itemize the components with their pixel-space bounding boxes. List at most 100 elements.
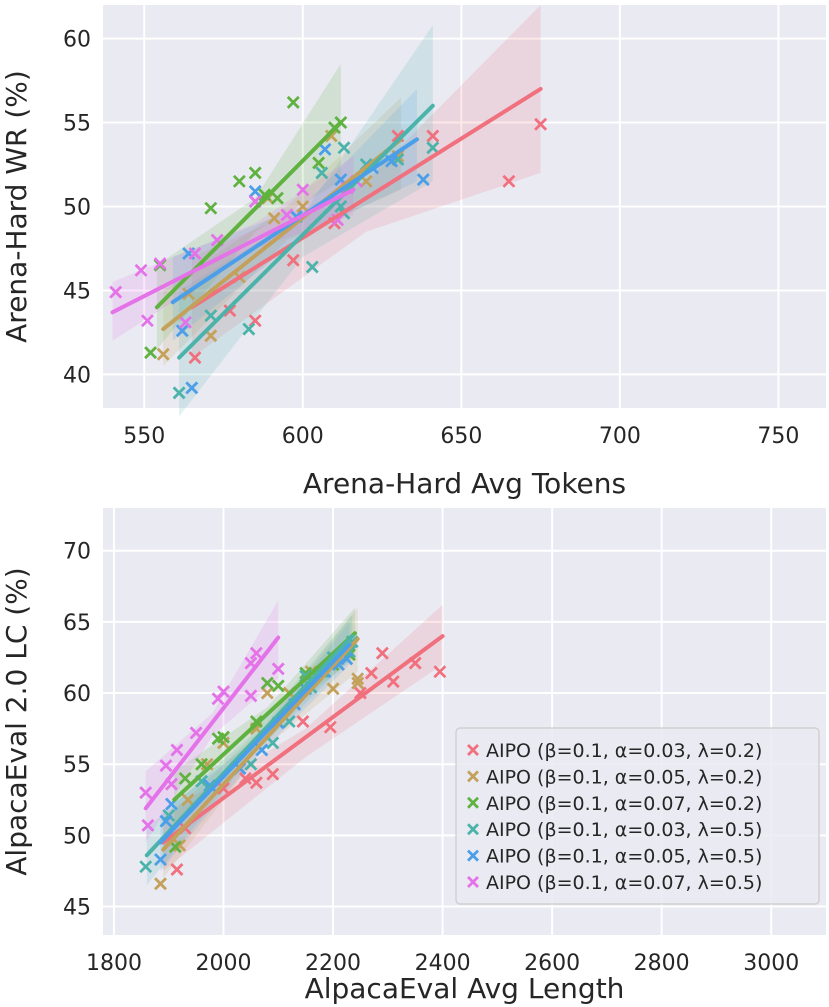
top-x-tick-label: 750: [757, 424, 799, 449]
top-scatter-point-0: [502, 174, 516, 188]
top-scatter-point-3: [305, 260, 319, 274]
bottom-y-tick-label: 70: [63, 540, 91, 565]
top-scatter-point-4: [185, 381, 199, 395]
top-y-tick-label: 50: [63, 196, 91, 221]
bottom-y-tick-label: 45: [63, 896, 91, 921]
top-scatter-point-3: [172, 386, 186, 400]
top-scatter-point-0: [188, 351, 202, 365]
top-scatter-point-4: [318, 142, 332, 156]
top-scatter-point-2: [312, 156, 326, 170]
top-scatter-point-2: [270, 191, 284, 205]
bottom-scatter-point-0: [217, 781, 230, 795]
top-scatter-point-4: [175, 324, 189, 338]
top-scatter-point-5: [109, 285, 123, 299]
legend-label-1: AIPO (β=0.1, α=0.05, λ=0.2): [486, 766, 762, 788]
legend-marker-3: [467, 823, 479, 836]
bottom-scatter-point-0: [266, 767, 280, 781]
bottom-regression-line-5: [143, 635, 281, 811]
top-y-tick-label: 60: [63, 28, 91, 53]
legend-label-5: AIPO (β=0.1, α=0.07, λ=0.5): [486, 872, 762, 894]
bottom-scatter-point-2: [271, 679, 285, 693]
top-scatter-point-3: [426, 141, 440, 155]
legend-label-0: AIPO (β=0.1, α=0.03, λ=0.2): [486, 740, 762, 762]
top-scatter-point-0: [248, 314, 262, 328]
top-scatter-point-5: [280, 208, 294, 222]
top-scatter-point-5: [134, 263, 148, 277]
bottom-scatter-point-1: [326, 682, 340, 696]
bottom-regression-line-4: [158, 642, 352, 845]
top-regression-line-5: [110, 187, 356, 315]
legend-label-4: AIPO (β=0.1, α=0.05, λ=0.5): [486, 846, 762, 868]
bottom-regression-line-1: [161, 636, 360, 852]
top-x-tick-label: 650: [440, 424, 482, 449]
bottom-scatter-point-2: [217, 730, 230, 744]
bottom-scatter-point-0: [170, 863, 184, 877]
top-regression-line-2: [154, 120, 343, 310]
bottom-scatter-point-5: [217, 685, 230, 699]
bottom-y-tick-label: 55: [63, 753, 91, 778]
top-scatter-point-5: [140, 314, 154, 328]
top-scatter-point-2: [286, 95, 300, 109]
top-y-axis-label: Arena-Hard WR (%): [0, 70, 33, 343]
top-scatter-point-3: [242, 322, 256, 336]
bottom-scatter-point-0: [249, 776, 263, 790]
bottom-x-axis-label: AlpacaEval Avg Length: [305, 972, 625, 1005]
top-scatter-point-3: [315, 166, 329, 180]
top-scatter-point-2: [248, 166, 262, 180]
bottom-scatter-point-0: [375, 646, 389, 660]
top-scatter-point-5: [296, 183, 310, 197]
legend-marker-2: [467, 796, 479, 809]
bottom-scatter-point-5: [170, 743, 184, 757]
top-scatter-point-1: [324, 129, 338, 143]
top-scatter-point-3: [204, 309, 218, 323]
top-scatter-point-2: [232, 174, 246, 188]
top-x-tick-label: 600: [282, 424, 324, 449]
bottom-scatter-point-4: [159, 814, 173, 828]
bottom-y-tick-label: 50: [63, 824, 91, 849]
bottom-scatter-point-0: [296, 715, 310, 728]
bottom-x-tick-label: 2000: [196, 951, 252, 976]
bottom-scatter-point-5: [159, 759, 173, 773]
top-x-tick-label: 700: [599, 424, 641, 449]
top-scatter-point-0: [223, 304, 237, 318]
top-scatter-point-1: [267, 211, 281, 225]
top-scatter-point-3: [337, 141, 351, 155]
bottom-x-tick-label: 2200: [305, 951, 361, 976]
bottom-y-axis-label: AlpacaEval 2.0 LC (%): [0, 567, 33, 875]
top-scatter-point-0: [534, 117, 548, 131]
bottom-x-tick-label: 2400: [415, 951, 471, 976]
bottom-regression-line-0: [161, 634, 445, 845]
bottom-scatter-point-2: [195, 757, 209, 771]
top-confidence-band-2: [156, 63, 341, 350]
legend-marker-0: [467, 744, 479, 756]
legend: [455, 727, 820, 905]
legend-marker-1: [467, 770, 479, 783]
top-x-axis-label: Arena-Hard Avg Tokens: [303, 467, 626, 500]
bottom-scatter-point-0: [364, 666, 378, 680]
bottom-scatter-point-1: [154, 877, 168, 891]
top-scatter-point-0: [426, 129, 440, 143]
top-scatter-point-2: [204, 201, 218, 215]
bottom-scatter-point-2: [178, 771, 192, 785]
legend-label-2: AIPO (β=0.1, α=0.07, λ=0.2): [486, 793, 762, 815]
bottom-x-tick-label: 3000: [743, 951, 799, 976]
top-scatter-point-5: [188, 247, 202, 261]
bottom-scatter-point-1: [181, 793, 195, 807]
bottom-scatter-point-5: [139, 786, 153, 800]
bottom-scatter-point-0: [353, 686, 367, 700]
bottom-scatter-point-2: [260, 676, 274, 690]
top-regression-line-3: [177, 103, 435, 360]
bottom-y-tick-label: 65: [63, 611, 91, 636]
arena-hard-chart: 550 600 650 700 750 40 45 50 55 60 Arena-Hard Avg …: [0, 5, 826, 500]
top-confidence-band-3: [179, 25, 433, 417]
bottom-x-tick-label: 1800: [86, 951, 142, 976]
bottom-x-tick-label: 2800: [634, 951, 690, 976]
top-scatter-point-4: [248, 184, 262, 198]
top-scatter-point-0: [286, 253, 300, 267]
top-scatter-point-2: [144, 346, 158, 360]
top-scatter-point-5: [178, 315, 192, 329]
bottom-regression-line-2: [172, 631, 357, 802]
top-regression-line-1: [161, 137, 404, 332]
top-confidence-band-5: [112, 156, 354, 341]
top-scatter-point-4: [416, 173, 430, 187]
